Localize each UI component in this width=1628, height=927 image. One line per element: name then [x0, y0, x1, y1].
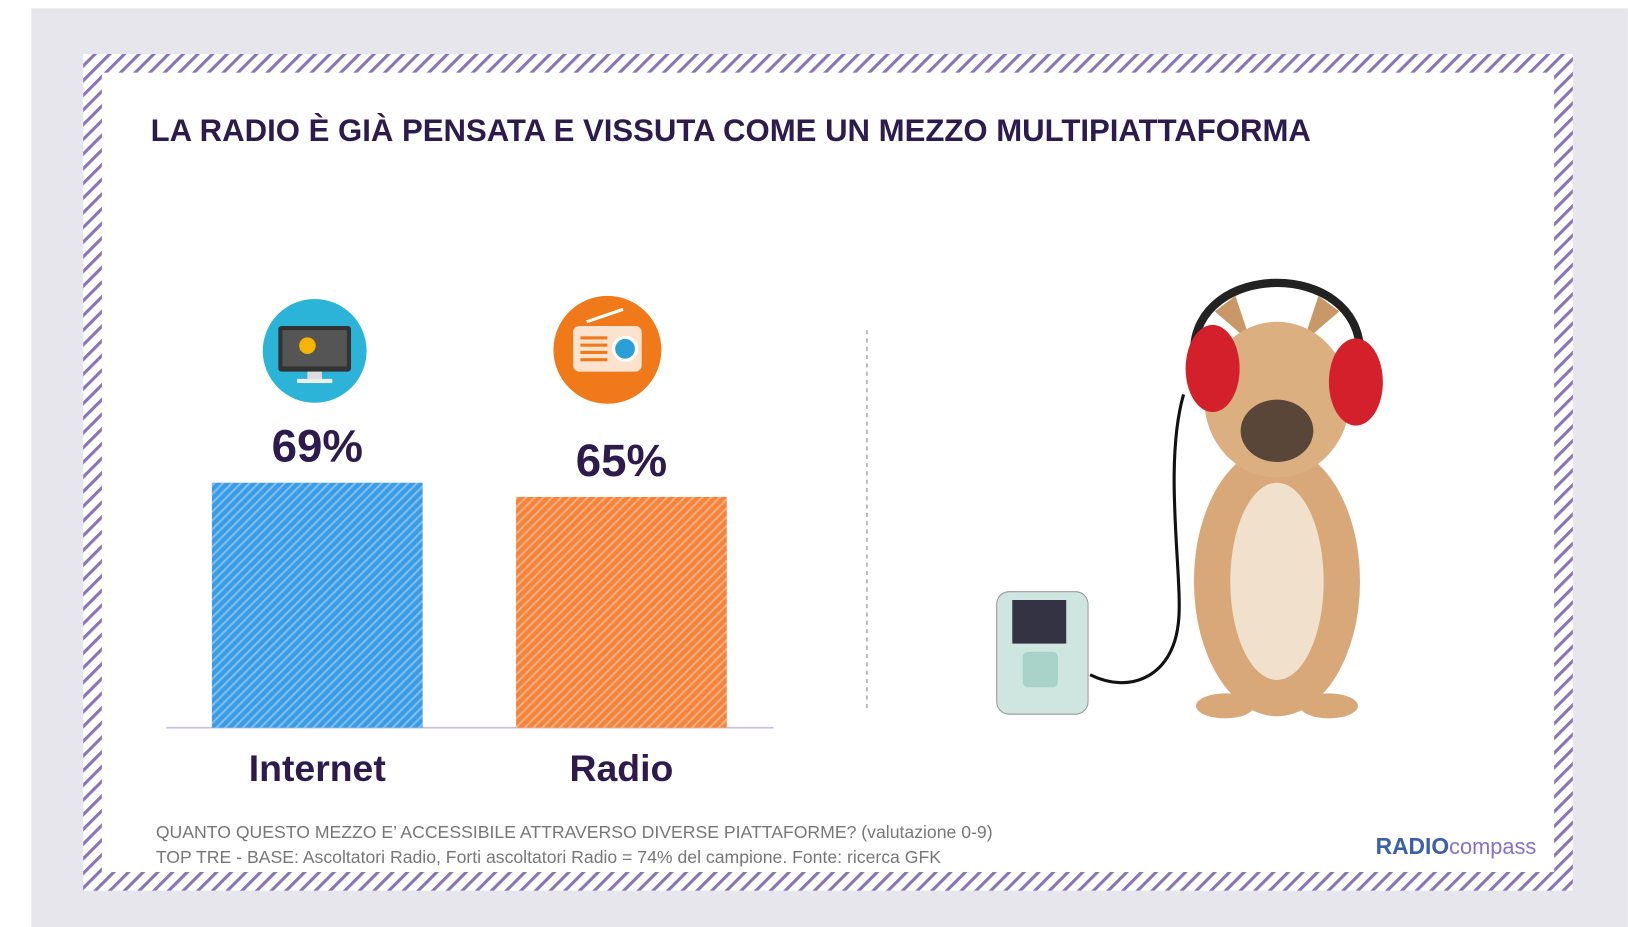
- internet-icon: [262, 298, 367, 403]
- category-label: Internet: [249, 747, 386, 789]
- bar-hatch: [516, 496, 727, 728]
- value-label: 65%: [576, 435, 667, 486]
- dog-illustration: [996, 278, 1383, 719]
- category-label: Radio: [570, 747, 674, 789]
- chart-title: LA RADIO È GIÀ PENSATA E VISSUTA COME UN…: [151, 113, 1311, 148]
- footnote: TOP TRE - BASE: Ascoltatori Radio, Forti…: [156, 847, 941, 867]
- brand-light: compass: [1449, 834, 1536, 859]
- brand-logo: RADIOcompass: [1376, 833, 1537, 859]
- value-label: 69%: [272, 421, 363, 472]
- footnote: QUANTO QUESTO MEZZO E’ ACCESSIBILE ATTRA…: [156, 822, 993, 842]
- bar-hatch: [211, 482, 423, 728]
- brand-bold: RADIO: [1376, 833, 1450, 859]
- radio-icon: [553, 295, 662, 404]
